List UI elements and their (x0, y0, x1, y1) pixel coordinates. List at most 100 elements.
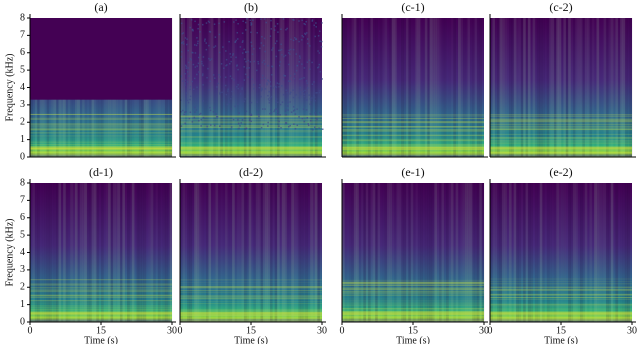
noise (316, 118, 318, 120)
stripe (617, 18, 621, 157)
noise (302, 36, 305, 38)
noise (191, 80, 193, 83)
harmonic (30, 147, 172, 149)
harmonic (30, 290, 172, 291)
noise (208, 44, 210, 47)
noise (212, 111, 215, 113)
noise (198, 120, 200, 122)
stripe (613, 183, 616, 322)
noise (250, 120, 252, 123)
stripe (248, 18, 252, 157)
noise (311, 61, 313, 64)
stripe (561, 183, 564, 322)
stripe (501, 18, 505, 157)
noise (287, 80, 290, 82)
stripe (568, 183, 571, 322)
stripe (267, 183, 271, 322)
harmonic (342, 152, 484, 154)
noise (305, 20, 307, 23)
harmonic (342, 141, 484, 143)
noise (230, 108, 232, 110)
stripe (344, 18, 348, 157)
noise (263, 59, 265, 62)
stripe (284, 183, 287, 322)
noise (287, 101, 289, 104)
noise (245, 110, 248, 113)
noise (194, 52, 197, 54)
harmonic (180, 136, 322, 138)
noise (260, 42, 263, 44)
stripe (539, 183, 543, 322)
stripe (65, 183, 69, 322)
noise (294, 113, 297, 115)
noise (268, 99, 271, 102)
noise (249, 114, 252, 116)
noise (180, 99, 182, 101)
noise (201, 74, 204, 77)
harmonic (342, 283, 484, 284)
noise (273, 110, 275, 113)
noise (253, 87, 255, 90)
noise (305, 32, 308, 34)
noise (188, 117, 191, 120)
y-tick-label: 6 (20, 212, 25, 223)
stripe (627, 18, 630, 157)
noise (269, 35, 272, 37)
noise (320, 45, 323, 48)
noise (243, 79, 246, 81)
harmonic (342, 289, 484, 291)
harmonic (180, 142, 322, 144)
harmonic (180, 155, 322, 156)
stripe (431, 183, 435, 322)
harmonic (180, 295, 322, 296)
stripe (253, 18, 257, 157)
noise (306, 87, 309, 89)
stripe (572, 183, 576, 322)
harmonic (490, 297, 632, 299)
noise (226, 103, 228, 106)
harmonic (180, 125, 322, 127)
harmonic (180, 315, 322, 316)
noise (307, 124, 310, 127)
stripe (342, 18, 345, 157)
stripe (284, 18, 287, 157)
harmonic (180, 309, 322, 311)
noise (182, 32, 185, 34)
noise (209, 109, 212, 112)
harmonic (180, 149, 322, 151)
harmonic (30, 124, 172, 125)
noise (299, 78, 301, 80)
noise (267, 121, 269, 124)
noise (306, 99, 308, 101)
noise (283, 74, 285, 77)
harmonic (342, 121, 484, 123)
stripe (246, 18, 249, 157)
harmonic (180, 136, 322, 137)
noise (304, 89, 306, 92)
noise (319, 40, 321, 42)
harmonic (342, 292, 484, 294)
noise (267, 125, 269, 127)
spectrogram-image (490, 183, 632, 323)
stripe (615, 18, 619, 157)
stripe (236, 183, 240, 322)
harmonic (490, 120, 632, 122)
noise (272, 87, 274, 89)
harmonic (180, 286, 322, 288)
stripe (429, 18, 433, 157)
stripe (620, 18, 623, 157)
noise (201, 63, 203, 65)
stripe (267, 18, 271, 157)
noise (186, 71, 189, 73)
noise (207, 67, 209, 70)
harmonic (180, 287, 322, 288)
noise (267, 98, 270, 100)
noise (276, 82, 279, 84)
y-tick-label: 1 (20, 299, 25, 310)
noise (267, 80, 270, 82)
band (30, 311, 172, 315)
harmonic (180, 131, 322, 133)
noise (219, 93, 221, 95)
stripe (610, 183, 614, 322)
noise (292, 89, 294, 91)
